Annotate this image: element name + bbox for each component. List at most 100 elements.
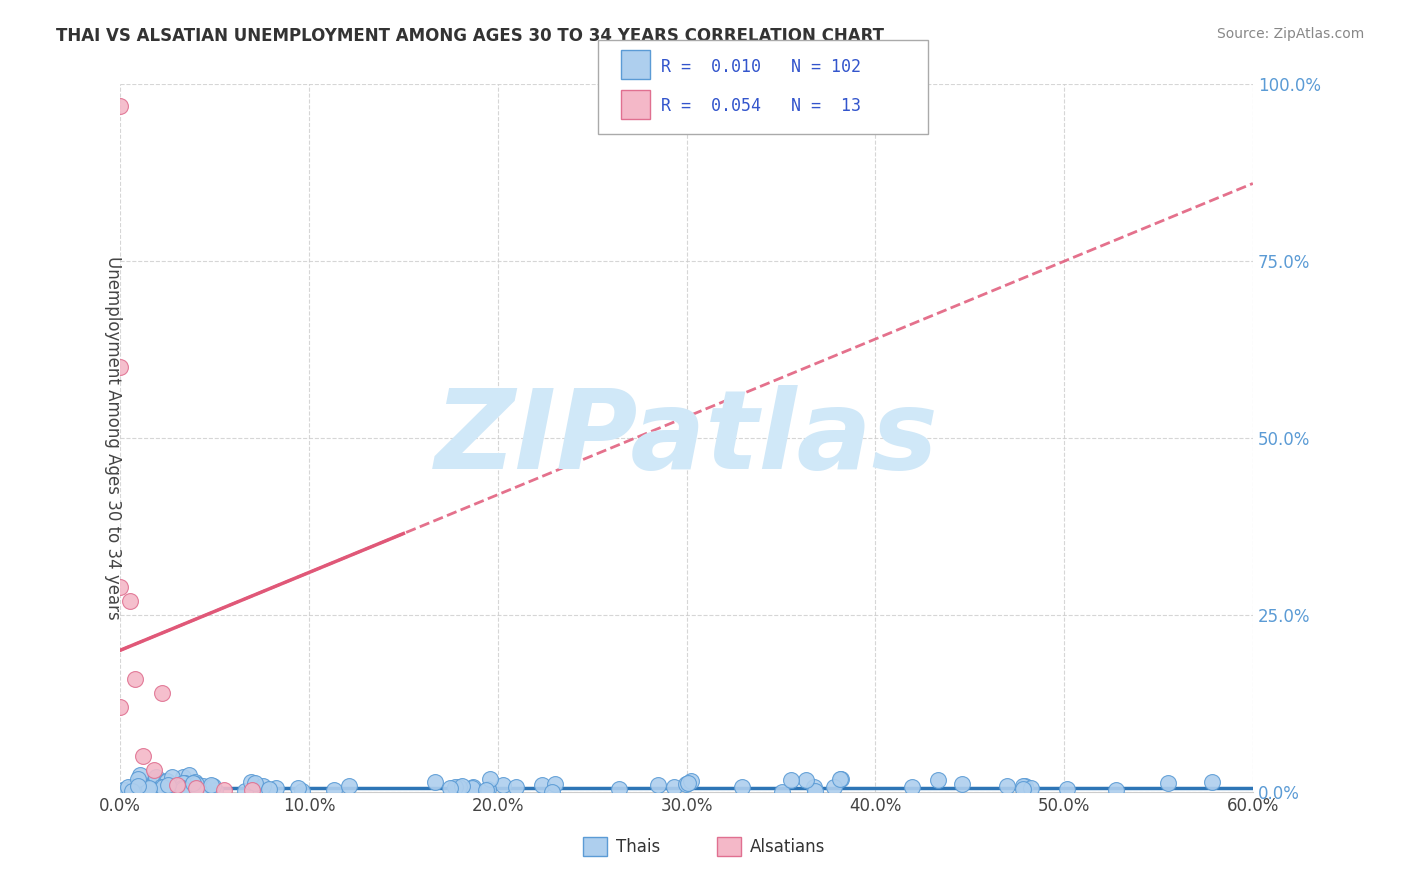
Point [160,770,183,784]
Point [804,784,827,798]
Point [1201,775,1223,789]
Point [149,780,172,795]
Point [173,782,195,797]
Point [128,767,150,781]
Point [174,782,197,797]
Point [1105,782,1128,797]
Point [181,776,204,790]
Point [155,774,177,789]
Point [118,593,141,607]
Point [233,784,256,798]
Point [142,782,165,797]
Point [184,777,207,791]
Point [794,773,817,788]
Point [339,779,361,793]
Point [135,781,157,796]
Point [291,784,314,798]
Point [122,784,145,798]
Text: Source: ZipAtlas.com: Source: ZipAtlas.com [1216,27,1364,41]
Point [157,778,180,792]
Point [803,780,825,794]
Point [145,770,167,784]
Point [121,783,143,797]
Point [675,777,697,791]
Point [110,360,132,375]
Point [187,784,209,798]
Point [478,772,501,786]
Point [242,782,264,797]
Point [731,780,754,795]
Point [200,778,222,792]
Point [477,782,499,797]
Point [117,780,139,794]
Point [124,672,146,686]
Point [287,780,309,795]
Point [127,783,149,797]
Point [129,775,152,789]
Point [110,580,132,594]
Point [121,780,143,795]
Point [830,772,852,786]
Point [177,767,200,781]
Point [150,686,173,700]
Point [110,98,132,112]
Point [120,784,142,798]
Point [134,780,156,795]
Point [111,782,134,797]
Point [134,782,156,797]
Text: Alsatians: Alsatians [749,838,825,855]
Point [143,764,166,778]
Text: THAI VS ALSATIAN UNEMPLOYMENT AMONG AGES 30 TO 34 YEARS CORRELATION CHART: THAI VS ALSATIAN UNEMPLOYMENT AMONG AGES… [56,27,884,45]
Text: R =  0.054   N =  13: R = 0.054 N = 13 [661,97,860,115]
Point [662,780,685,794]
Point [132,749,155,764]
Point [138,780,160,795]
Point [451,779,474,793]
Point [322,782,344,797]
Point [475,783,498,797]
Point [1012,779,1035,793]
Point [1012,781,1035,796]
Point [824,780,846,794]
Point [830,772,852,787]
Point [173,776,195,790]
Point [110,699,132,714]
Point [240,775,263,789]
Point [461,780,484,795]
Point [127,772,149,786]
Point [212,782,235,797]
Point [647,778,669,792]
Point [449,780,471,795]
Point [245,775,267,789]
Point [138,782,160,797]
Point [492,778,515,792]
Point [152,781,174,796]
Text: Thais: Thais [616,838,659,855]
Point [1157,776,1180,790]
Point [901,780,924,794]
Point [439,781,461,796]
Point [135,784,157,798]
Point [1021,780,1043,795]
Point [156,780,179,795]
Point [681,773,703,788]
Point [544,777,567,791]
Point [172,780,194,795]
Point [444,780,467,794]
Point [145,782,167,797]
Point [184,781,207,796]
Point [927,773,949,788]
Point [139,780,162,794]
Point [166,778,188,792]
Point [423,774,446,789]
Point [112,783,135,797]
Point [950,777,973,791]
Point [204,783,226,797]
Point [266,781,288,796]
Point [1014,779,1036,793]
Point [541,784,564,798]
Point [125,781,148,796]
Point [152,780,174,794]
Point [530,778,553,792]
Point [172,770,194,784]
